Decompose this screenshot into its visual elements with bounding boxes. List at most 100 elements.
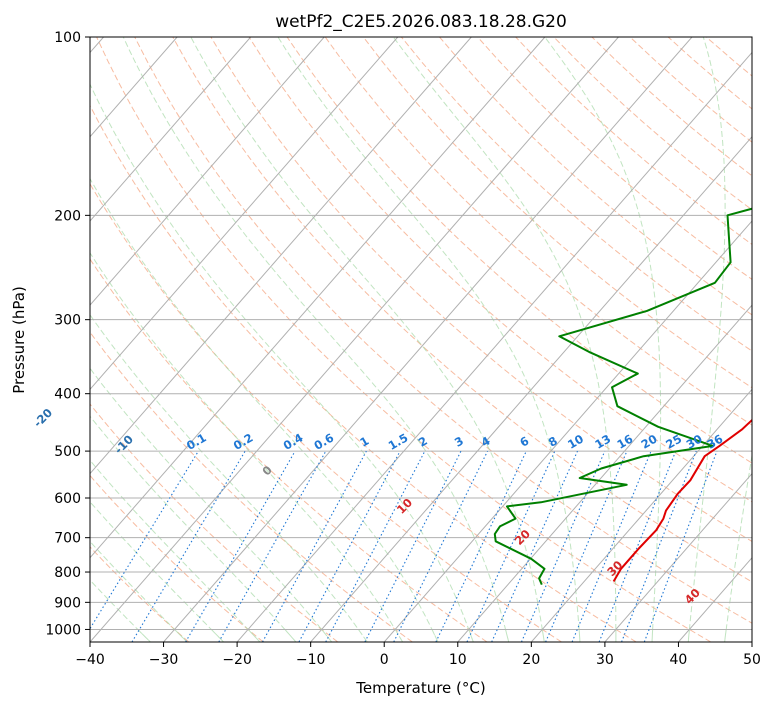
mixing-ratio-line [520, 450, 606, 642]
moist-adiabat [544, 37, 662, 642]
mixing-ratio-line [218, 450, 327, 642]
moist-adiabat-label: 40 [682, 586, 703, 607]
mixing-ratio-line [435, 450, 527, 642]
y-axis-label: Pressure (hPa) [10, 286, 28, 394]
x-tick-label: 20 [522, 652, 540, 668]
y-tick-label: 300 [54, 313, 81, 329]
temperature-profile [612, 418, 752, 583]
isotherm [163, 37, 693, 642]
dry-adiabat [134, 37, 752, 624]
dry-adiabat [515, 37, 752, 245]
isotherm [604, 472, 752, 642]
moist-adiabat-label: 30 [604, 558, 625, 579]
dry-adiabat [90, 104, 637, 642]
moist-adiabat [190, 37, 545, 642]
mixing-ratio-label: 0.6 [312, 430, 337, 452]
isotherm [90, 37, 472, 475]
dry-adiabat-label: -10 [111, 432, 136, 457]
mixing-ratio-line [325, 450, 426, 642]
dry-adiabat [90, 403, 339, 642]
dry-adiabat [90, 331, 413, 642]
mixing-ratio-label: 0.1 [184, 430, 209, 452]
mixing-ratio-line [131, 450, 246, 642]
x-tick-label: 10 [449, 652, 467, 668]
x-tick-label: 0 [380, 652, 389, 668]
mixing-ratio-line [393, 450, 489, 642]
moist-adiabat [90, 540, 188, 642]
isotherm [90, 37, 325, 306]
dry-adiabat [439, 37, 752, 316]
mixing-ratio-label: 6 [517, 434, 531, 450]
mixing-ratio-label: 1 [357, 434, 371, 450]
x-tick-label: −20 [222, 652, 252, 668]
mixing-ratio-line [491, 450, 579, 642]
y-tick-label: 800 [54, 565, 81, 581]
mixing-ratio-line [643, 450, 718, 642]
dry-adiabat [248, 37, 752, 503]
dry-adiabat [477, 37, 752, 280]
dry-adiabat [591, 37, 752, 177]
isotherm [90, 37, 399, 391]
moist-adiabat [90, 177, 439, 642]
dry-adiabat [90, 474, 264, 642]
isotherm [383, 220, 752, 642]
moist-adiabat [90, 367, 333, 642]
moist-adiabat [90, 459, 261, 642]
x-tick-label: −10 [296, 652, 326, 668]
dry-adiabat [324, 37, 752, 426]
mixing-ratio-line [298, 450, 401, 642]
dry-adiabat [90, 258, 488, 642]
x-tick-label: 40 [670, 652, 688, 668]
mixing-ratio-label: 25 [663, 432, 684, 452]
chart-title: wetPf2_C2E5.2026.083.18.28.G20 [275, 12, 567, 32]
isotherm [457, 304, 752, 642]
moist-adiabat [90, 501, 225, 642]
dry-adiabat [401, 37, 752, 352]
isotherm [90, 37, 252, 222]
dry-adiabat-label: -20 [31, 406, 56, 431]
mixing-ratio-label: 10 [565, 432, 586, 452]
dry-adiabat [629, 37, 752, 143]
mixing-ratio-label: 36 [705, 432, 726, 452]
plot-frame [89, 36, 753, 643]
isotherm [90, 37, 619, 642]
dewpoint-profile [493, 207, 752, 585]
moist-adiabat [724, 452, 752, 642]
isotherm [310, 135, 752, 642]
x-tick-label: −30 [149, 652, 179, 668]
mixing-ratio-line [262, 450, 367, 642]
dry-adiabat [362, 37, 752, 389]
mixing-ratio-line [571, 450, 652, 642]
x-axis-label: Temperature (°C) [355, 679, 485, 697]
moist-adiabat [90, 252, 404, 642]
moist-adiabat [90, 83, 474, 642]
dry-adiabat [96, 37, 712, 642]
x-tick-label: −40 [75, 652, 105, 668]
dry-adiabat [553, 37, 752, 211]
isotherm [90, 37, 546, 559]
isotherm [530, 388, 752, 642]
mixing-ratio-line [90, 450, 199, 630]
mixing-ratio-label: 1.5 [386, 430, 411, 452]
moist-adiabat-label: 10 [394, 495, 415, 516]
moist-adiabat [90, 313, 368, 642]
dry-adiabat [210, 37, 752, 543]
mixing-ratio-label: 2 [416, 434, 430, 450]
y-tick-label: 900 [54, 595, 81, 611]
isotherm [236, 51, 752, 642]
x-tick-label: 50 [743, 652, 761, 668]
y-tick-label: 600 [54, 491, 81, 507]
y-tick-label: 700 [54, 531, 81, 547]
mixing-ratio-label: 8 [546, 434, 560, 450]
moist-adiabat [277, 37, 581, 642]
dry-adiabat [705, 37, 752, 77]
mixing-ratio-label: 30 [684, 432, 705, 452]
y-tick-label: 400 [54, 387, 81, 403]
mixing-ratio-line [185, 450, 296, 642]
y-tick-label: 500 [54, 444, 81, 460]
moist-adiabat [687, 37, 726, 642]
dry-adiabat [286, 37, 752, 464]
mixing-ratio-label: 13 [592, 432, 613, 452]
x-tick-label: 30 [596, 652, 614, 668]
